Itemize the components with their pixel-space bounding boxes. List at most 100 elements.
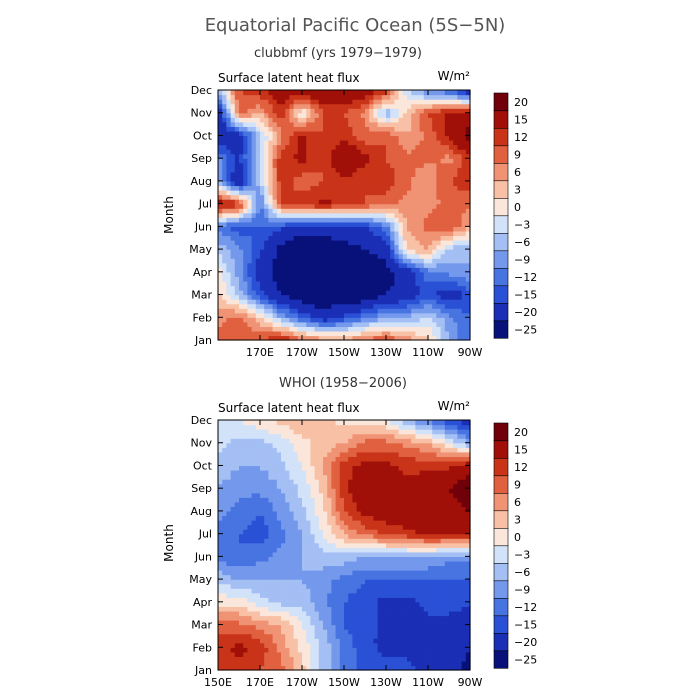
heatmap-cell [381,253,387,259]
heatmap-cell [352,208,358,214]
heatmap-cell [407,615,412,621]
heatmap-cell [251,294,257,300]
heatmap-cell [297,203,303,209]
heatmap-cell [289,303,295,309]
heatmap-cell [255,579,261,585]
heatmap-cell [365,258,370,264]
heatmap-cell [306,144,311,150]
heatmap-cell [407,149,412,155]
heatmap-cell [218,140,223,146]
heatmap-cell [449,212,454,218]
heatmap-cell [281,149,286,155]
heatmap-cell [268,203,274,209]
heatmap-cell [423,244,429,250]
heatmap-cell [348,665,353,671]
heatmap-cell [419,208,425,214]
heatmap-cell [251,547,257,553]
heatmap-cell [276,629,282,635]
heatmap-cell [335,267,341,273]
heatmap-cell [218,262,223,268]
heatmap-cell [281,158,286,164]
heatmap-cell [356,651,362,657]
heatmap-cell [230,144,236,150]
heatmap-cell [369,610,374,617]
heatmap-cell [344,208,349,214]
heatmap-cell [394,208,400,214]
heatmap-cell [348,144,353,150]
heatmap-cell [251,94,257,100]
heatmap-cell [302,547,307,553]
heatmap-cell [428,574,433,580]
heatmap-cell [444,121,450,127]
heatmap-cell [369,579,374,585]
heatmap-cell [276,326,282,332]
heatmap-cell [457,574,463,580]
heatmap-cell [411,140,416,146]
heatmap-cell [453,126,458,132]
heatmap-cell [440,108,446,114]
heatmap-cell [457,656,463,662]
heatmap-cell [465,271,471,277]
heatmap-cell [255,560,261,567]
heatmap-cell [360,651,366,657]
heatmap-cell [251,90,257,96]
heatmap-cell [293,285,299,291]
heatmap-cell [390,303,395,309]
heatmap-cell [386,190,391,196]
heatmap-cell [218,583,223,589]
heatmap-cell [255,615,261,621]
heatmap-cell [281,276,286,282]
heatmap-cell [260,185,265,191]
heatmap-cell [339,203,345,209]
heatmap-cell [356,153,362,159]
heatmap-cell [432,112,437,118]
heatmap-cell [230,162,236,168]
heatmap-cell [264,121,269,127]
heatmap-cell [398,285,404,291]
heatmap-cell [436,130,442,137]
heatmap-cell [407,112,412,118]
heatmap-cell [218,267,223,273]
heatmap-cell [423,583,429,589]
heatmap-cell [247,267,253,273]
heatmap-cell [247,121,253,127]
heatmap-cell [461,592,467,598]
heatmap-cell [293,574,299,580]
heatmap-cell [432,308,437,314]
heatmap-cell [369,642,374,648]
heatmap-cell [428,610,433,617]
heatmap-cell [251,121,257,127]
heatmap-cell [352,317,358,323]
heatmap-cell [348,597,353,603]
heatmap-cell [436,99,442,105]
heatmap-cell [402,570,408,576]
heatmap-cell [264,312,269,318]
heatmap-cell [318,579,324,585]
heatmap-cell [272,162,278,168]
heatmap-cell [327,299,332,305]
heatmap-cell [297,230,303,237]
heatmap-cell [289,130,295,137]
heatmap-cell [432,258,437,264]
heatmap-cell [423,579,429,585]
heatmap-cell [323,230,328,237]
heatmap-cell [247,144,253,150]
heatmap-cell [402,203,408,209]
heatmap-cell [386,629,391,635]
heatmap-cell [432,190,437,196]
heatmap-cell [272,271,278,277]
heatmap-cell [247,217,253,223]
heatmap-cell [348,171,353,177]
heatmap-cell [453,94,458,100]
heatmap-cell [428,162,433,168]
heatmap-cell [432,271,437,277]
heatmap-cell [243,162,248,168]
heatmap-cell [344,597,349,603]
heatmap-cell [365,299,370,305]
heatmap-cell [432,312,437,318]
heatmap-cell [339,660,345,667]
heatmap-cell [297,180,303,187]
heatmap-cell [449,651,454,657]
heatmap-cell [419,140,425,146]
heatmap-cell [268,280,274,287]
